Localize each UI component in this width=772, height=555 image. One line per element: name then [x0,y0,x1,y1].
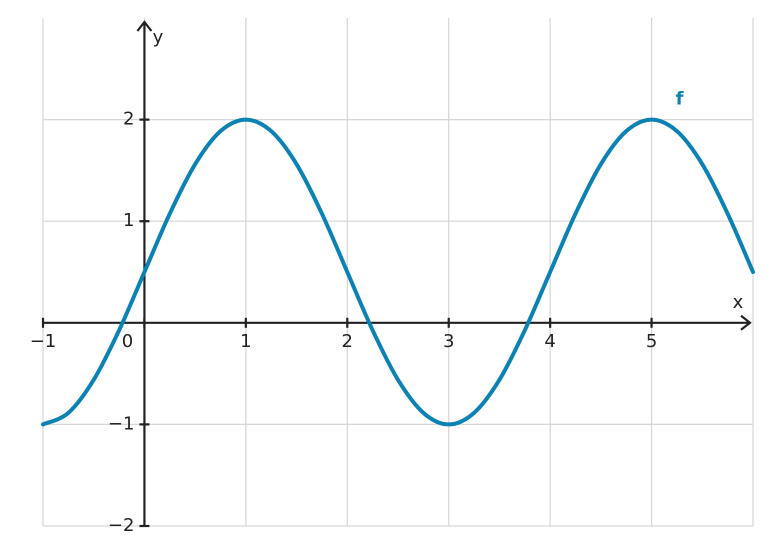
x-tick-label: 5 [646,331,657,352]
y-tick-label: 2 [123,109,134,130]
series-label: f [676,89,684,110]
y-tick-label: −1 [108,413,135,434]
x-tick-label: 0 [122,331,133,352]
x-tick-label: 3 [443,331,454,352]
x-tick-label: 2 [342,331,353,352]
x-axis-arrow [740,314,752,331]
y-tick-label: −2 [108,515,135,536]
x-tick-label: −1 [30,331,57,352]
x-tick-label: 1 [240,331,251,352]
function-curve [41,117,755,427]
x-axis-label: x [733,292,744,313]
y-tick-label: 1 [123,210,134,231]
y-axis-arrow [136,20,153,32]
x-tick-label: 4 [544,331,555,352]
y-axis-label: y [153,27,164,48]
